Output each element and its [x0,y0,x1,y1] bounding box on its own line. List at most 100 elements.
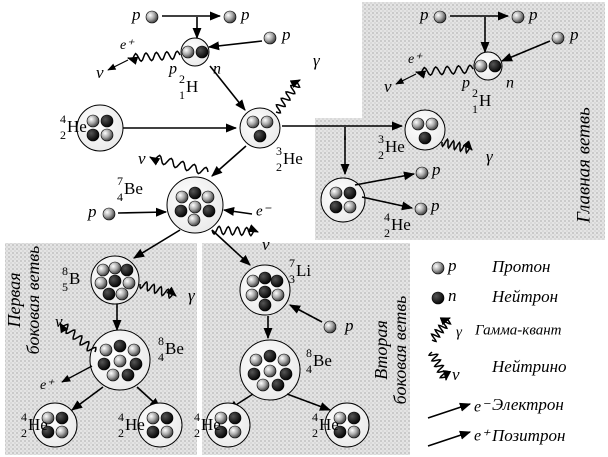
proton [432,262,444,274]
proton [161,426,173,438]
proton [434,11,446,23]
mass-number: 4 [118,410,124,424]
neutron-label: n [506,75,514,92]
neutron [196,46,208,58]
arrow [428,404,470,418]
proton [123,277,135,289]
neutron [330,201,342,213]
neutron [254,130,266,142]
neutrino-label: ν [96,63,104,82]
neutron [489,60,501,72]
arrow [210,66,245,110]
mass-number: 2 [472,86,478,100]
proton [412,118,424,130]
neutron [271,275,283,287]
neutron [348,412,360,424]
arrow [428,432,470,446]
proton [324,321,336,333]
proton [512,11,524,23]
wavy-line [276,80,300,113]
electron-label: e⁻ [256,203,272,219]
charge-number: 4 [117,190,123,204]
proton [202,191,214,203]
neutron [87,129,99,141]
proton [416,167,428,179]
mass-number: 3 [378,132,384,146]
proton [552,32,564,44]
neutron [130,358,142,370]
charge-number: 2 [118,426,124,440]
neutron [101,115,113,127]
neutron [259,299,271,311]
proton [257,379,269,391]
neutron [122,369,134,381]
mass-number: 8 [62,264,68,278]
charge-number: 2 [378,148,384,162]
branch-title: Главная ветвь [573,107,594,224]
arrow [224,210,252,214]
neutron [98,358,110,370]
wavy-line [212,226,258,235]
neutrino-label: ν [55,312,63,331]
proton [87,115,99,127]
diagram: pppn21Hpe⁺νpppn21Hpe⁺ν42He32Heγν74Bepe⁻ν… [0,0,608,457]
proton-label: p [430,196,440,215]
proton [426,118,438,130]
proton [475,60,487,72]
proton [100,344,112,356]
proton-label: p [131,5,141,24]
gamma-label: γ [456,324,463,340]
positron-label: e⁺ [40,378,55,393]
mass-number: 3 [276,144,282,158]
proton-label: p [281,25,291,44]
charge-number: 3 [289,272,295,286]
neutron [259,272,271,284]
charge-number: 5 [62,280,68,294]
proton-label: p [168,61,177,78]
arrow [212,146,246,176]
wavy-line [429,352,446,380]
proton [344,201,356,213]
neutrino-label: ν [138,149,146,168]
branch-title: боковая ветвь [390,296,410,405]
proton-label: p [87,202,97,221]
neutron [203,205,215,217]
element-symbol: Be [313,351,332,370]
proton [146,11,158,23]
charge-number: 2 [384,226,390,240]
mass-number: 7 [289,256,295,270]
neutron [109,275,121,287]
proton [188,214,200,226]
charge-number: 2 [194,426,200,440]
mass-number: 2 [179,72,185,86]
proton [278,354,290,366]
legend-text: Позитрон [491,426,565,445]
proton [229,426,241,438]
proton-label: p [461,75,470,92]
element-symbol: H [186,77,198,96]
charge-number: 1 [179,88,185,102]
proton-label: p [431,160,441,179]
neutron-label: n [448,286,457,305]
proton [264,32,276,44]
electron-label: e⁻ [474,399,491,416]
element-symbol: Be [124,179,143,198]
proton-label: p [528,5,538,24]
wavy-line [150,155,208,173]
neutron [121,264,133,276]
branch-title: боковая ветвь [23,246,43,355]
element-symbol: He [319,415,339,434]
charge-number: 2 [60,128,66,142]
legend-text: Электрон [492,395,564,414]
charge-number: 1 [472,102,478,116]
proton-label: p [344,316,354,335]
neutron [272,379,284,391]
mass-number: 4 [60,112,66,126]
neutron [229,412,241,424]
mass-number: 4 [194,410,200,424]
proton [330,187,342,199]
proton [116,288,128,300]
proton [182,46,194,58]
proton [128,344,140,356]
mass-number: 8 [158,334,164,348]
